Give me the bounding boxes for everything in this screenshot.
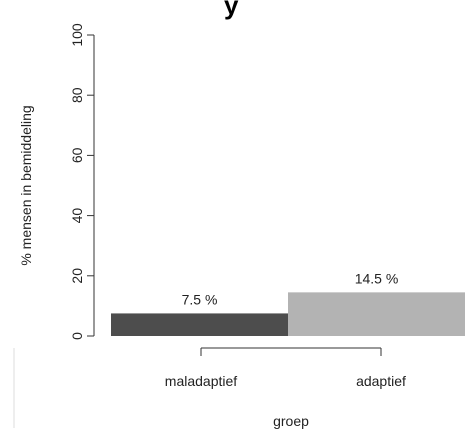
y-tick-label: 20 xyxy=(69,268,85,284)
data-label-maladaptief: 7.5 % xyxy=(182,291,218,307)
x-axis: maladaptief adaptief xyxy=(165,347,406,389)
y-tick-label: 0 xyxy=(69,332,85,340)
bars xyxy=(111,292,465,336)
y-axis-title: % mensen in bemiddeling xyxy=(18,105,34,265)
y-tick-label: 100 xyxy=(69,23,85,47)
data-label-adaptief: 14.5 % xyxy=(355,270,399,286)
data-labels: 7.5 % 14.5 % xyxy=(182,270,399,307)
bar-maladaptief xyxy=(111,313,288,336)
bar-adaptief xyxy=(288,292,465,336)
y-axis: 0 20 40 60 80 100 xyxy=(69,23,95,340)
title-fragment: y xyxy=(224,0,239,20)
x-tick-label-maladaptief: maladaptief xyxy=(165,373,237,389)
x-tick-label-adaptief: adaptief xyxy=(356,373,406,389)
y-tick-label: 80 xyxy=(69,87,85,103)
y-tick-label: 40 xyxy=(69,208,85,224)
y-tick-label: 60 xyxy=(69,147,85,163)
x-axis-title: groep xyxy=(273,413,309,429)
